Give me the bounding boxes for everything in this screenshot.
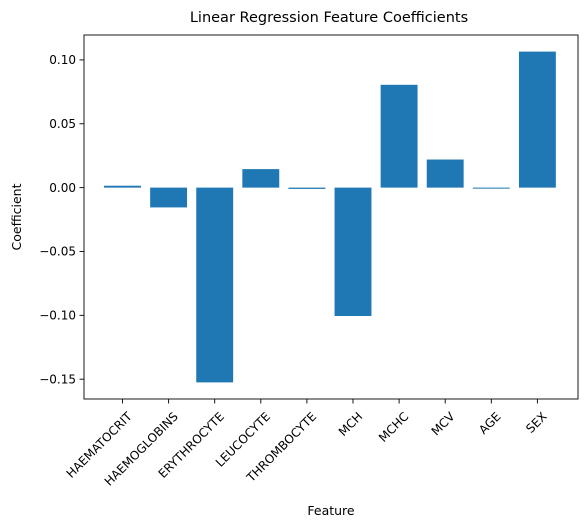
y-tick-label: 0.10	[49, 53, 76, 67]
chart-title: Linear Regression Feature Coefficients	[190, 10, 468, 26]
bars-group	[104, 51, 556, 383]
x-tick-label-mchc: MCHC	[376, 409, 411, 444]
y-tick-label: 0.00	[49, 181, 76, 195]
x-tick-label-mcv: MCV	[429, 409, 459, 439]
x-axis: HAEMATOCRITHAEMOGLOBINSERYTHROCYTELEUCOC…	[64, 399, 550, 489]
bar-mch	[334, 187, 372, 316]
bar-mchc	[380, 84, 418, 188]
x-axis-label: Feature	[307, 503, 355, 518]
bar-age	[472, 187, 510, 189]
bar-sex	[518, 51, 556, 188]
y-tick-label: −0.05	[39, 245, 76, 259]
bar-haematocrit	[104, 185, 141, 188]
bar-thrombocyte	[288, 187, 326, 189]
y-axis: −0.15 −0.10 −0.05 0.00 0.05 0.10	[39, 53, 84, 386]
y-tick-label: 0.05	[49, 117, 76, 131]
bar-mcv	[426, 159, 464, 188]
bar-erythrocyte	[196, 187, 234, 383]
x-tick-label-sex: SEX	[523, 409, 549, 435]
y-axis-label: Coefficient	[9, 183, 24, 250]
x-tick-label-mch: MCH	[336, 409, 366, 439]
y-tick-label: −0.15	[39, 372, 76, 386]
bar-haemoglobins	[150, 187, 188, 208]
x-tick-label-age: AGE	[476, 409, 503, 436]
plot-frame	[83, 34, 579, 400]
y-tick-label: −0.10	[39, 309, 76, 323]
bar-leucocyte	[242, 169, 280, 188]
